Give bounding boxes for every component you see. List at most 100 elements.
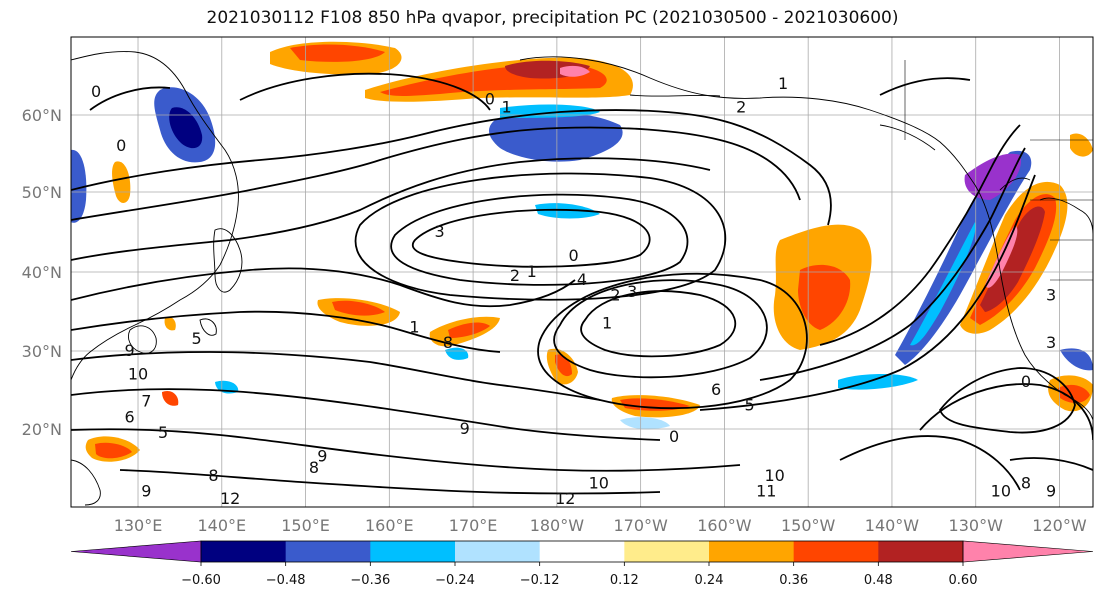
contour-label: 9	[1046, 481, 1056, 500]
longitude-label: 130°E	[114, 516, 163, 535]
colorbar-tick-label: −0.24	[435, 573, 475, 588]
colorbar-segment	[878, 541, 964, 562]
colorbar-tick-label: −0.36	[350, 573, 390, 588]
contour-label: 1	[527, 262, 537, 281]
anomaly-region	[290, 44, 385, 62]
contour-label: 6	[711, 380, 721, 399]
anomaly-region	[964, 153, 1021, 200]
contour-label: 9	[317, 446, 327, 465]
latitude-label: 30°N	[22, 342, 62, 361]
anomaly-region	[1058, 384, 1090, 403]
colorbar-segment	[285, 541, 371, 562]
colorbar-outline	[200, 540, 964, 563]
anomaly-region	[560, 65, 590, 77]
contour-label: 6	[125, 407, 135, 426]
qvapor-contours	[71, 72, 1093, 495]
anomaly-region	[488, 110, 623, 162]
colorbar	[70, 540, 1094, 563]
anomaly-region	[838, 374, 918, 390]
longitude-label: 150°E	[281, 516, 330, 535]
contour-label: 9	[125, 341, 135, 360]
longitude-label: 160°W	[697, 516, 752, 535]
longitude-label: 140°E	[197, 516, 246, 535]
contour-label: 8	[1021, 474, 1031, 493]
anomaly-region	[620, 417, 670, 430]
contour-label: 10	[764, 466, 784, 485]
colorbar-tick-label: −0.60	[181, 573, 221, 588]
colorbar-tick-labels: −0.60 −0.48 −0.36 −0.24 −0.12 0.12 0.24 0.36 0.4…	[181, 562, 977, 588]
contour-label: 8	[208, 466, 218, 485]
contour-label: 3	[1046, 333, 1056, 352]
contour-label: 8	[309, 458, 319, 477]
colorbar-segment	[793, 541, 879, 562]
contour-label: 1	[602, 313, 612, 332]
contour-label: 10	[128, 364, 148, 383]
map-title: 2021030112 F108 850 hPa qvapor, precipit…	[206, 8, 899, 28]
contour-label: 10	[589, 474, 609, 493]
anomaly-region	[910, 222, 976, 346]
contour-label: 10	[991, 481, 1011, 500]
contour-label: 0	[91, 82, 101, 101]
contour-label: 12	[555, 489, 575, 508]
colorbar-tick-label: 0.60	[949, 573, 978, 588]
contour-label: 0	[569, 246, 579, 265]
longitude-label: 180°W	[530, 516, 585, 535]
plot-frame	[70, 36, 1094, 508]
colorbar-segment	[455, 541, 541, 562]
contour-label: 12	[220, 489, 240, 508]
contour-label: 4	[577, 270, 587, 289]
colorbar-tick-label: 0.48	[864, 573, 893, 588]
colorbar-extend-low	[70, 540, 202, 563]
latitude-label: 50°N	[22, 183, 62, 202]
contour-label: 0	[1021, 372, 1031, 391]
colorbar-tick-label: −0.48	[266, 573, 306, 588]
anomaly-region	[169, 107, 203, 149]
contour-label: 2	[736, 97, 746, 116]
contour-label: 0	[669, 427, 679, 446]
longitude-labels: 130°E 140°E 150°E 160°E 170°E 180°W 170°W 160°W…	[114, 516, 1087, 535]
contour-label: 0	[485, 90, 495, 109]
longitude-label: 140°W	[865, 516, 920, 535]
contour-label: 2	[610, 286, 620, 305]
anomaly-region	[980, 206, 1045, 312]
colorbar-tick-label: 0.24	[695, 573, 724, 588]
contour-label: 5	[192, 329, 202, 348]
anomaly-region	[1060, 348, 1093, 371]
anomaly-region	[798, 264, 851, 330]
anomaly-region	[1070, 133, 1093, 157]
anomaly-region	[71, 149, 87, 223]
anomaly-region	[332, 300, 385, 316]
contour-label: 5	[744, 396, 754, 415]
anomaly-region	[164, 316, 176, 331]
latitude-label: 40°N	[22, 263, 62, 282]
contour-label: 7	[141, 392, 151, 411]
anomaly-region	[162, 390, 179, 406]
colorbar-tick-label: 0.12	[610, 573, 639, 588]
contour-label: 1	[778, 74, 788, 93]
anomaly-region	[535, 203, 600, 219]
longitude-label: 170°W	[613, 516, 668, 535]
contour-label: 9	[141, 481, 151, 500]
colorbar-segment	[709, 541, 795, 562]
longitude-label: 130°W	[949, 516, 1004, 535]
colorbar-segment	[539, 541, 625, 562]
contour-label: 2	[510, 266, 520, 285]
contour-label: 11	[756, 481, 776, 500]
anomaly-region	[95, 442, 132, 459]
anomaly-region	[112, 161, 131, 204]
longitude-label: 150°W	[781, 516, 836, 535]
contour-label: 3	[434, 222, 444, 241]
colorbar-segment	[624, 541, 710, 562]
colorbar-tick-label: −0.12	[520, 573, 560, 588]
contour-label: 0	[116, 136, 126, 155]
anomaly-region	[448, 322, 490, 338]
contour-label: 3	[627, 282, 637, 301]
contour-label: 9	[460, 419, 470, 438]
latitude-label: 60°N	[22, 106, 62, 125]
contour-label: 3	[1046, 286, 1056, 305]
colorbar-segment	[370, 541, 456, 562]
contour-label: 1	[409, 317, 419, 336]
